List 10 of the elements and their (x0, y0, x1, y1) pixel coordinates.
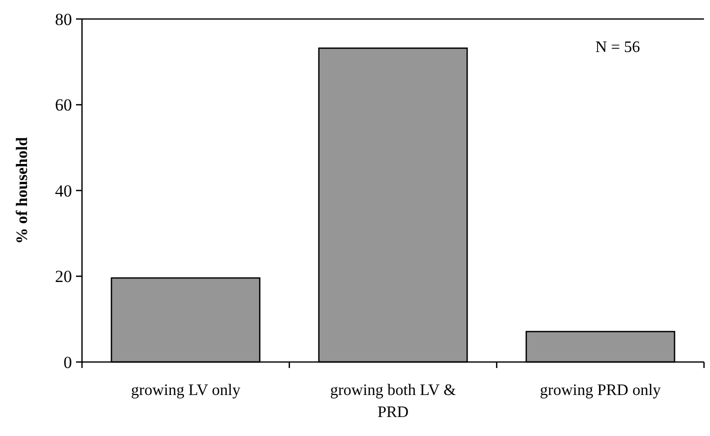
x-tick-label: growing PRD only (540, 382, 661, 399)
y-tick-label: 60 (55, 96, 72, 115)
x-tick-label: growing both LV & PRD (330, 382, 456, 421)
annotation: N = 56 (595, 39, 640, 56)
y-tick-label: 80 (55, 10, 72, 29)
y-tick-label: 20 (55, 267, 72, 286)
y-axis-title: % of household (14, 137, 31, 244)
y-tick-label: 40 (55, 181, 72, 200)
x-tick-label: growing LV only (130, 382, 240, 399)
y-tick-label: 0 (64, 352, 72, 372)
